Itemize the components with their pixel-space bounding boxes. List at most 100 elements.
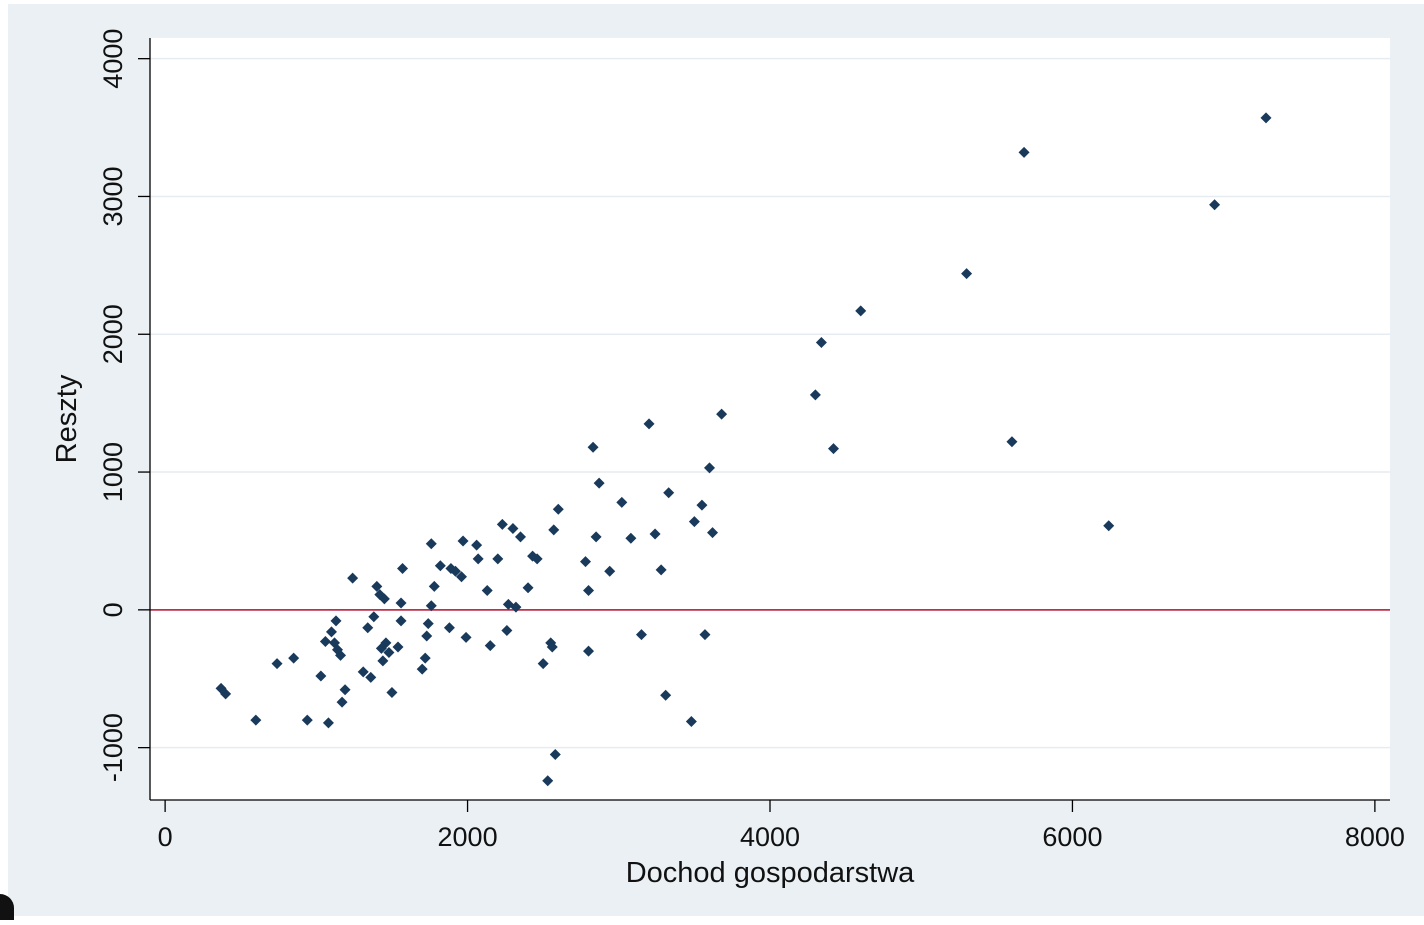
x-tick-label: 8000 [1345,822,1405,852]
y-tick-label: 0 [98,602,128,617]
data-points [215,112,1272,787]
data-point [616,496,628,508]
data-point [587,441,599,453]
data-point [688,516,700,528]
data-point [416,663,428,675]
data-point [456,571,468,583]
data-point [704,462,716,474]
y-tick-label: -1000 [98,713,128,782]
data-point [397,563,409,575]
x-axis-label: Dochod gospodarstwa [626,857,915,889]
data-point [707,527,719,539]
data-point [1006,436,1018,448]
data-point [522,582,534,594]
data-point [552,503,564,515]
data-point [428,580,440,592]
data-point [425,600,437,612]
data-point [643,418,655,430]
data-point [593,477,605,489]
corner-decoration [0,894,14,920]
data-point [501,625,513,637]
data-point [492,553,504,565]
data-point [325,626,337,638]
data-point [457,535,469,547]
data-point [507,523,519,535]
y-tick-label: 2000 [98,304,128,364]
data-point [484,640,496,652]
data-point [368,611,380,623]
y-tick-label: 1000 [98,442,128,502]
data-point [685,715,697,727]
data-point [604,565,616,577]
data-point [510,601,522,613]
data-point [419,652,431,664]
data-point [380,637,392,649]
data-point [828,443,840,455]
data-point [716,408,728,420]
data-point [271,658,283,670]
data-point [383,647,395,659]
data-point [1103,520,1115,532]
data-point [548,524,560,536]
data-point [319,636,331,648]
data-point [250,714,262,726]
data-point [392,641,404,653]
data-point [855,305,867,317]
data-point [514,531,526,543]
data-point [395,615,407,627]
data-point [655,564,667,576]
data-point [1209,199,1221,211]
data-point [315,670,327,682]
data-point [663,487,675,499]
data-point [546,641,558,653]
data-point [590,531,602,543]
data-point [377,655,389,667]
data-point [472,553,484,565]
data-point [365,671,377,683]
data-point [362,622,374,634]
data-point [542,775,554,787]
data-point [583,645,595,657]
data-point [815,337,827,349]
data-point [330,615,342,627]
data-point [699,629,711,641]
data-point [471,539,483,551]
data-point [386,687,398,699]
data-point [635,629,647,641]
plot-background [150,38,1390,800]
data-point [443,622,455,634]
data-point [649,528,661,540]
data-point [696,499,708,511]
data-point [220,688,232,700]
data-point [1260,112,1272,124]
data-point [1018,146,1030,158]
data-point [422,618,434,630]
y-tick-label: 4000 [98,29,128,89]
data-point [660,689,672,701]
data-point [339,684,351,696]
data-point [537,658,549,670]
data-point [336,696,348,708]
x-tick-label: 0 [158,822,173,852]
data-point [378,593,390,605]
data-point [460,631,472,643]
data-point [625,532,637,544]
data-point [347,572,359,584]
data-point [809,389,821,401]
data-point [357,666,369,678]
data-point [449,565,461,577]
ticks: -1000 0 1000 2000 3000 4000 0 2000 4000 6000 8000 [98,29,1405,852]
y-axis-label: Reszty [51,374,83,463]
x-tick-label: 6000 [1042,822,1102,852]
data-point [583,585,595,597]
data-point [580,556,592,568]
x-tick-label: 2000 [438,822,498,852]
data-point [421,630,433,642]
data-point [335,649,347,661]
data-point [425,538,437,550]
data-point [961,268,973,280]
y-tick-label: 3000 [98,166,128,226]
data-point [301,714,313,726]
